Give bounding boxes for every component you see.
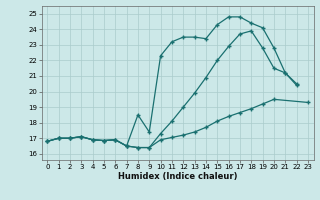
X-axis label: Humidex (Indice chaleur): Humidex (Indice chaleur) [118, 172, 237, 181]
